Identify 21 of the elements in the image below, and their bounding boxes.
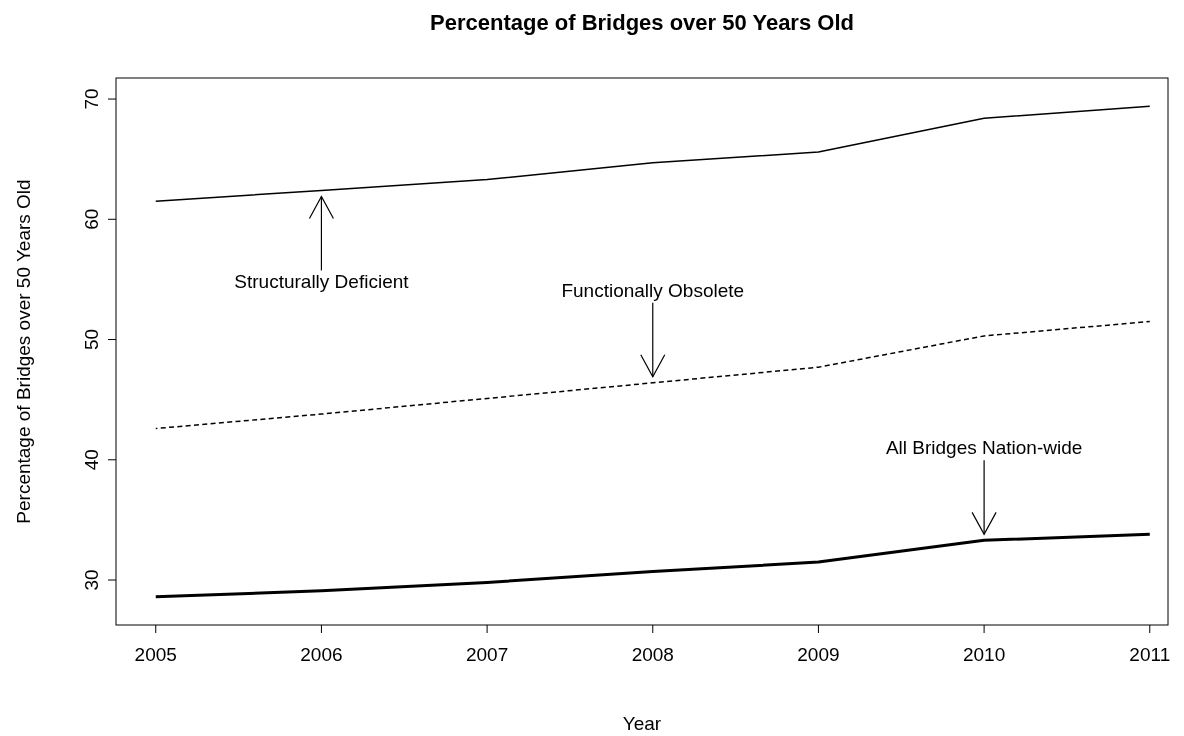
x-tick-label: 2005: [134, 644, 177, 665]
annotation: Functionally Obsolete: [561, 279, 745, 301]
x-tick-label: 2006: [300, 644, 343, 665]
x-tick-label: 2007: [465, 644, 509, 665]
line-series: [154, 532, 1152, 599]
annotation: Structurally Deficient: [234, 271, 410, 293]
x-tick-label: 2009: [797, 644, 840, 665]
y-tick-label: 60: [81, 208, 102, 230]
y-tick-label: 70: [81, 88, 102, 110]
x-tick-label: 2011: [1129, 644, 1171, 665]
x-tick-label: 2010: [962, 644, 1006, 665]
x-axis-title: Year: [622, 713, 662, 734]
annotation: All Bridges Nation-wide: [885, 437, 1083, 459]
y-axis-title: Percentage of Bridges over 50 Years Old: [13, 179, 34, 524]
line-series: [155, 320, 1151, 430]
y-tick-label: 50: [81, 328, 102, 351]
y-tick-label: 30: [81, 569, 102, 591]
line-series: [155, 105, 1151, 202]
chart-title: Percentage of Bridges over 50 Years Old: [430, 10, 854, 35]
y-tick-label: 40: [81, 449, 102, 471]
x-tick-label: 2008: [631, 644, 674, 665]
